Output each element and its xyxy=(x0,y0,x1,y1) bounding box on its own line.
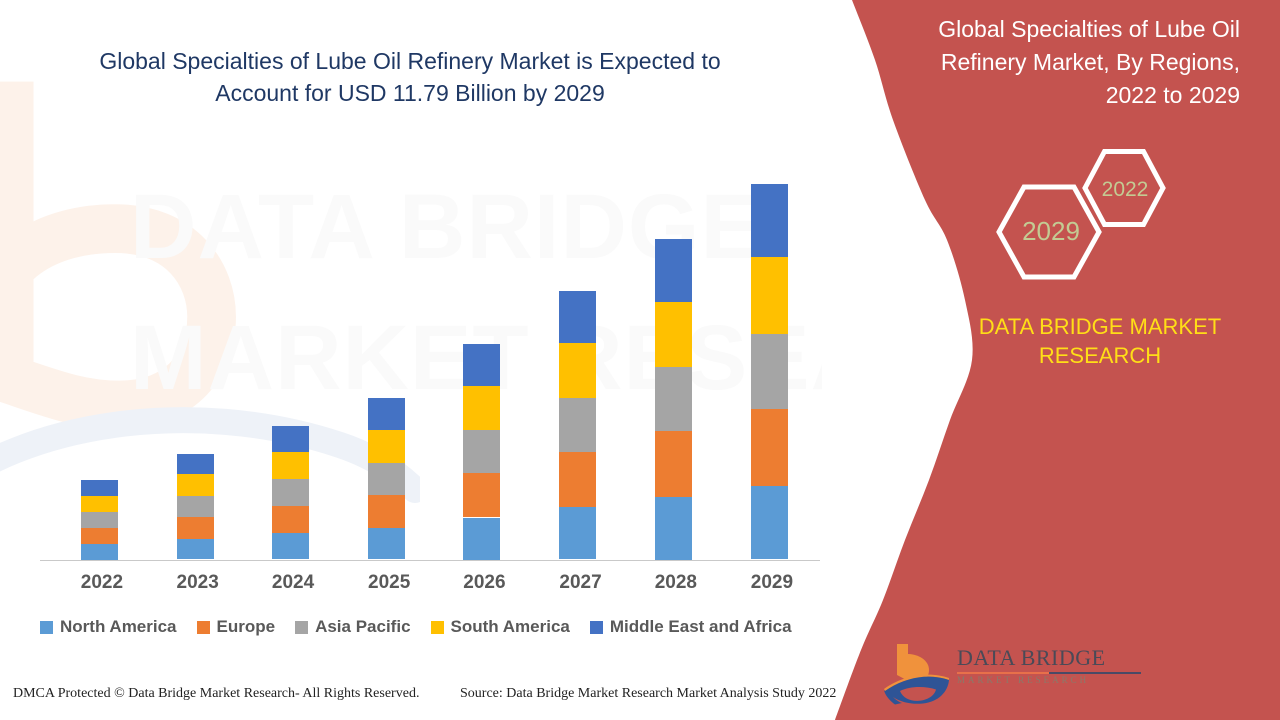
svg-text:2022: 2022 xyxy=(1102,178,1149,201)
svg-text:2029: 2029 xyxy=(1022,216,1080,246)
